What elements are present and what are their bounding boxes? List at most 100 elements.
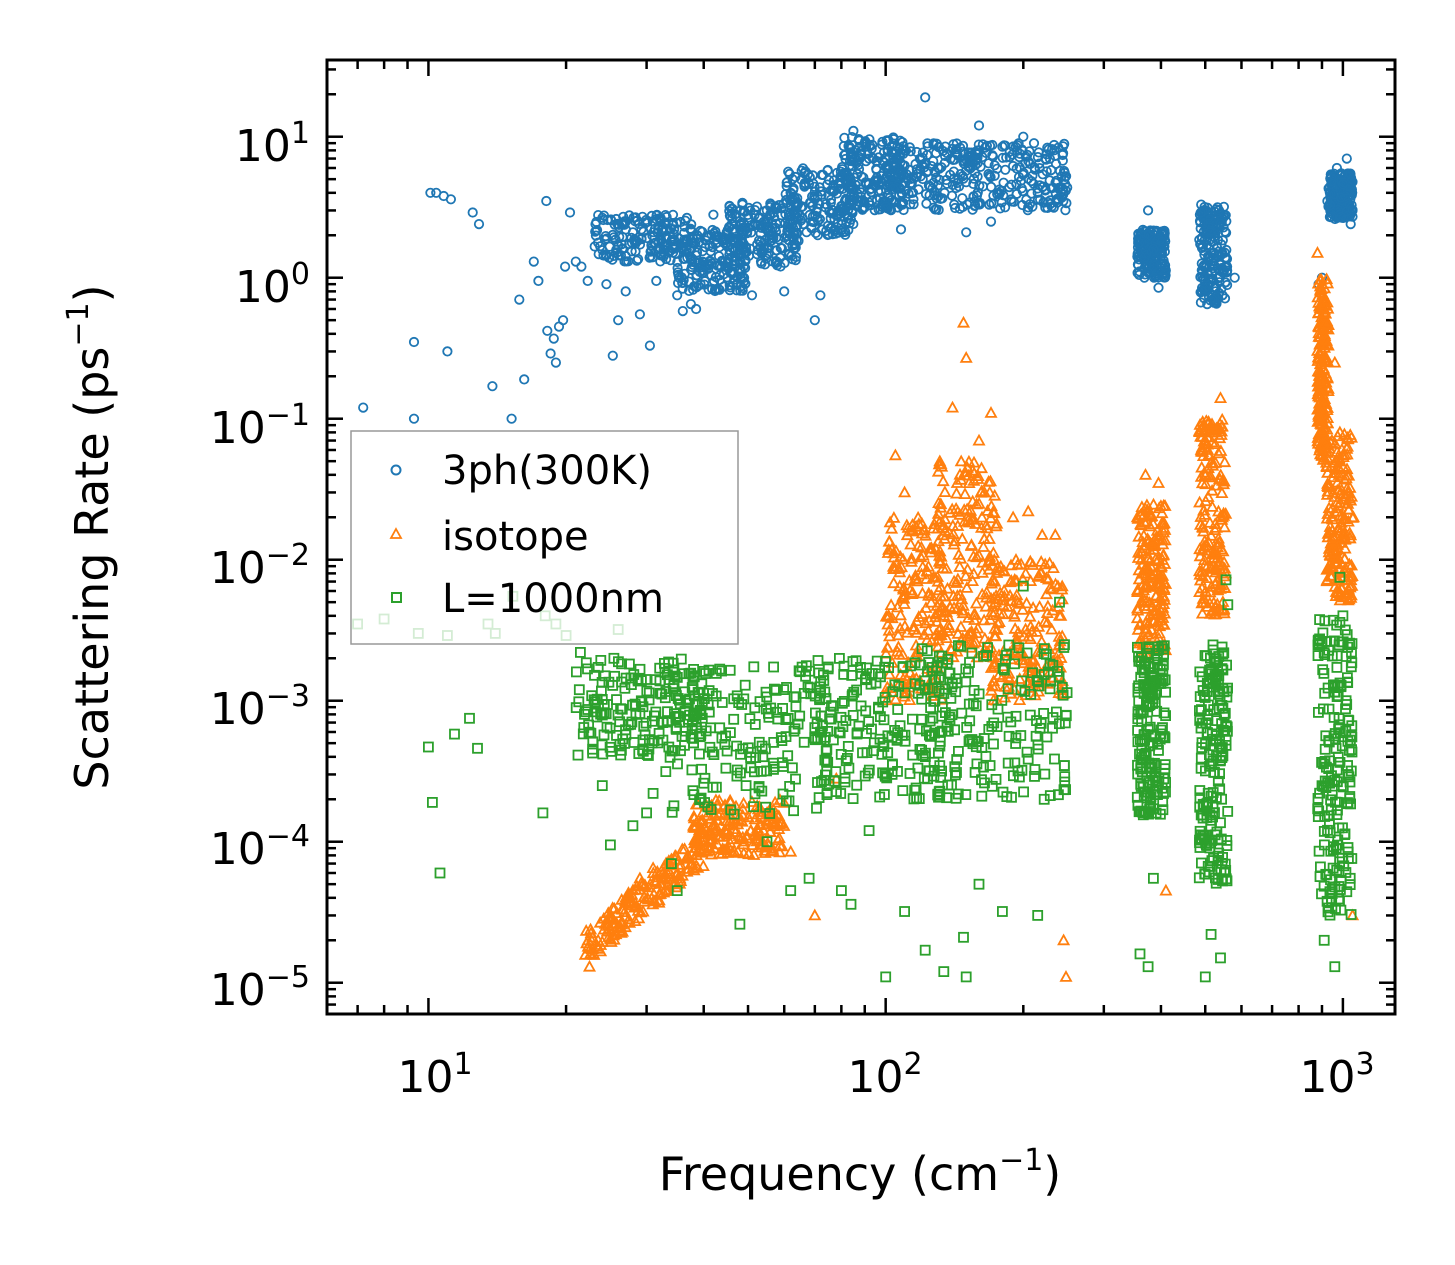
- data-point-circle: [691, 233, 702, 245]
- data-point-circle: [848, 183, 859, 194]
- data-point-triangle: [744, 823, 758, 836]
- data-point-square: [660, 766, 672, 777]
- data-point-square: [836, 885, 847, 896]
- data-point-circle: [922, 141, 933, 152]
- data-point-square: [811, 802, 822, 814]
- data-point-circle: [1028, 138, 1040, 149]
- data-point-circle: [985, 172, 996, 183]
- data-point-circle: [593, 210, 604, 221]
- data-point-circle: [812, 230, 823, 241]
- data-point-circle: [1158, 272, 1169, 283]
- data-point-circle: [467, 207, 478, 218]
- data-point-square: [1318, 934, 1330, 946]
- data-point-square: [1018, 786, 1029, 798]
- data-point-square: [1002, 757, 1014, 769]
- data-point-circle: [699, 276, 711, 287]
- data-point-circle: [645, 251, 656, 262]
- data-point-square: [997, 906, 1008, 917]
- data-point-square: [724, 664, 736, 676]
- data-point-circle: [651, 275, 662, 286]
- data-point-circle: [739, 246, 750, 257]
- data-point-circle: [852, 168, 863, 180]
- data-point-circle: [968, 191, 979, 202]
- data-point-circle: [686, 264, 697, 276]
- data-point-square: [845, 898, 857, 910]
- data-point-circle: [823, 175, 835, 186]
- data-point-circle: [445, 194, 456, 205]
- data-point-triangle: [1035, 528, 1049, 540]
- data-point-circle: [644, 252, 655, 263]
- data-point-circle: [788, 183, 799, 194]
- data-point-square: [537, 807, 549, 819]
- data-point-square: [897, 785, 909, 796]
- data-point-square: [916, 693, 928, 705]
- data-point-circle: [710, 238, 721, 249]
- data-point-circle: [473, 219, 485, 230]
- data-point-triangle: [964, 538, 979, 550]
- data-point-circle: [900, 185, 911, 197]
- data-point-circle: [629, 216, 641, 227]
- data-point-circle: [973, 120, 985, 131]
- data-point-circle: [790, 242, 801, 253]
- data-point-circle: [941, 174, 952, 186]
- data-point-circle: [408, 413, 420, 424]
- data-point-circle: [1034, 158, 1045, 169]
- data-point-circle: [611, 213, 622, 225]
- data-point-circle: [709, 231, 720, 242]
- data-point-circle: [673, 272, 685, 283]
- data-point-circle: [655, 233, 666, 244]
- data-point-circle: [653, 244, 664, 255]
- data-point-square: [878, 714, 890, 726]
- data-point-triangle: [1328, 355, 1342, 368]
- data-point-circle: [541, 195, 552, 207]
- data-point-circle: [921, 167, 932, 178]
- data-point-circle: [971, 147, 982, 158]
- data-point-circle: [651, 214, 662, 225]
- data-point-square: [976, 790, 988, 802]
- data-point-circle: [880, 174, 891, 185]
- data-point-circle: [939, 150, 951, 162]
- data-point-square: [907, 713, 918, 725]
- data-point-square: [938, 966, 950, 977]
- data-point-circle: [895, 135, 906, 146]
- data-point-circle: [933, 191, 944, 202]
- data-point-square: [1333, 822, 1345, 834]
- data-point-circle: [904, 142, 915, 153]
- data-point-square: [980, 750, 992, 762]
- data-point-circle: [655, 256, 666, 267]
- data-point-circle: [920, 92, 931, 103]
- data-point-circle: [686, 219, 697, 230]
- data-point-circle: [933, 204, 944, 215]
- data-point-triangle: [1132, 572, 1146, 585]
- data-point-circle: [724, 205, 735, 217]
- data-point-circle: [710, 271, 722, 283]
- data-point-square: [847, 793, 859, 804]
- data-point-square: [716, 697, 728, 708]
- data-point-circle: [1011, 179, 1022, 190]
- data-point-circle: [770, 245, 782, 256]
- data-point-circle: [804, 197, 816, 208]
- data-point-circle: [974, 180, 985, 191]
- data-point-circle: [786, 188, 798, 200]
- data-point-square: [573, 684, 585, 696]
- data-point-circle: [735, 285, 746, 296]
- data-point-circle: [1049, 145, 1060, 156]
- data-point-circle: [897, 199, 908, 210]
- data-point-circle: [761, 205, 772, 216]
- data-point-circle: [1144, 260, 1155, 271]
- data-point-circle: [875, 204, 886, 215]
- data-point-circle: [825, 185, 837, 196]
- data-point-circle: [1148, 272, 1160, 283]
- data-point-circle: [797, 212, 808, 224]
- data-point-circle: [917, 152, 928, 163]
- data-point-circle: [746, 290, 758, 301]
- data-point-circle: [745, 227, 757, 238]
- data-point-circle: [799, 177, 810, 189]
- data-point-square: [785, 885, 797, 896]
- data-point-triangle: [969, 596, 983, 609]
- data-point-circle: [880, 201, 892, 212]
- data-point-circle: [842, 205, 854, 216]
- data-point-square: [605, 839, 616, 851]
- data-point-circle: [757, 245, 768, 256]
- data-point-square: [851, 779, 863, 791]
